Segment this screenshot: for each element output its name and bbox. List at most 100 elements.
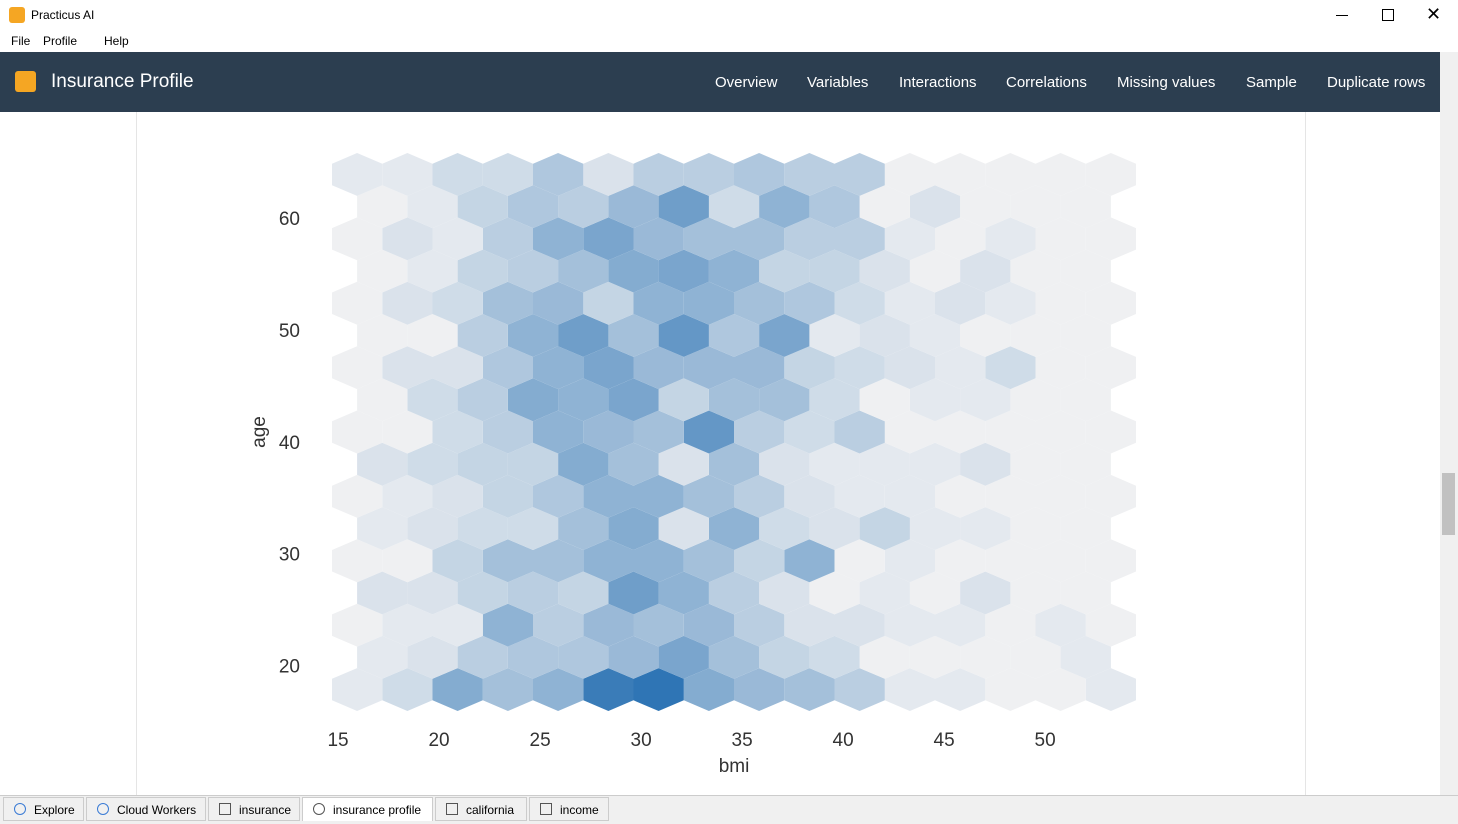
hex-bin <box>935 153 986 196</box>
hex-bin <box>1060 314 1111 357</box>
hex-bin <box>407 507 458 550</box>
hex-bin <box>332 410 383 454</box>
hex-bin <box>608 571 659 615</box>
hex-bin <box>935 410 986 454</box>
hex-bin <box>759 571 810 615</box>
hex-bin <box>834 668 885 711</box>
hex-bin <box>935 346 986 390</box>
nav-link[interactable]: Overview <box>715 74 778 91</box>
hex-bin <box>909 442 961 486</box>
hex-bin <box>583 346 634 390</box>
hex-bin <box>507 442 559 486</box>
hex-bin <box>784 603 835 647</box>
hex-bin <box>382 668 433 711</box>
hex-bin <box>985 410 1036 454</box>
hexbin-chart: 60 50 40 30 20 50 45 40 35 30 25 20 15 bmi age <box>249 153 1136 777</box>
nav-link[interactable]: Correlations <box>1006 74 1087 91</box>
header-title: Insurance Profile <box>51 71 194 92</box>
hex-bin <box>909 249 961 293</box>
hex-bin <box>884 668 935 711</box>
logo <box>15 71 36 92</box>
hex-bin <box>583 217 634 261</box>
tab[interactable]: insurance <box>208 797 300 821</box>
hex-bin <box>935 217 986 261</box>
nav-link[interactable]: Interactions <box>899 74 977 91</box>
scroll-thumb[interactable] <box>1442 473 1455 535</box>
hex-bin <box>884 474 935 518</box>
hex-bin <box>1035 410 1086 454</box>
hex-bin <box>960 249 1011 293</box>
hex-bin <box>1035 346 1086 390</box>
hex-bin <box>683 217 734 261</box>
hex-bin <box>407 185 458 229</box>
hex-bin <box>683 603 734 647</box>
hex-bin <box>784 410 835 454</box>
hex-bin <box>432 153 483 196</box>
hex-bin <box>1085 346 1136 390</box>
hex-bin <box>809 249 860 293</box>
tab-label: income <box>560 803 599 817</box>
hex-bin <box>633 281 684 325</box>
hex-bin <box>834 281 885 325</box>
menu-item[interactable]: Profile <box>43 34 78 48</box>
tab[interactable]: insurance profile <box>302 797 433 821</box>
x-axis-label: bmi <box>719 756 750 777</box>
hex-bin <box>658 442 709 486</box>
nav-link[interactable]: Sample <box>1246 74 1297 91</box>
hex-bin <box>759 249 810 293</box>
x-tick-label: 35 <box>732 730 753 751</box>
menu-item[interactable]: File <box>11 34 31 48</box>
menu-item[interactable]: Help <box>104 34 129 48</box>
nav-link[interactable]: Missing values <box>1117 74 1216 91</box>
scrollbar[interactable] <box>1440 52 1458 795</box>
hex-bin <box>759 185 810 229</box>
minimize-button[interactable] <box>1336 15 1348 16</box>
hex-bin <box>960 635 1011 679</box>
maximize-button[interactable] <box>1382 9 1394 21</box>
hex-bin <box>382 603 433 647</box>
hex-bin <box>382 410 433 454</box>
hex-bin <box>507 635 559 679</box>
hex-bin <box>884 346 935 390</box>
hex-bin <box>759 442 810 486</box>
hex-bin <box>407 249 458 293</box>
y-tick-label: 30 <box>279 545 300 566</box>
hex-bin <box>985 474 1036 518</box>
hex-bin <box>859 378 910 422</box>
hex-bin <box>859 442 910 486</box>
hex-bin <box>482 668 533 711</box>
tab[interactable]: Cloud Workers <box>86 797 206 821</box>
nav-link[interactable]: Variables <box>807 74 869 91</box>
hex-bin <box>583 474 634 518</box>
x-tick-label: 40 <box>833 730 854 751</box>
hex-bin <box>1035 539 1086 583</box>
tab[interactable]: Explore <box>3 797 84 821</box>
hex-bin <box>507 249 559 293</box>
nav-link[interactable]: Duplicate rows <box>1327 74 1426 91</box>
tab[interactable]: income <box>529 797 609 821</box>
hex-bin <box>457 185 508 229</box>
y-tick-label: 50 <box>279 321 300 342</box>
hex-bin <box>633 668 684 711</box>
hex-bin <box>683 346 734 390</box>
hex-bin <box>683 410 734 454</box>
hex-bin <box>633 474 684 518</box>
x-tick-label: 20 <box>428 730 449 751</box>
hex-bin <box>558 507 609 550</box>
close-button[interactable]: ✕ <box>1426 4 1442 24</box>
hex-bin <box>1060 571 1111 615</box>
hex-bin <box>834 410 885 454</box>
hex-bin <box>985 603 1036 647</box>
tab[interactable]: california <box>435 797 527 821</box>
hex-bin <box>608 249 659 293</box>
tab-bar: Explore Cloud Workers insurance insuranc… <box>0 795 1458 824</box>
hex-bin <box>608 507 659 550</box>
hex-bin <box>1085 153 1136 196</box>
hex-bin <box>558 185 609 229</box>
hex-bin <box>784 217 835 261</box>
hex-bin <box>558 571 609 615</box>
hex-bin <box>457 314 508 357</box>
hex-bin <box>734 539 785 583</box>
hex-bin <box>734 281 785 325</box>
hex-bin <box>1035 668 1086 711</box>
